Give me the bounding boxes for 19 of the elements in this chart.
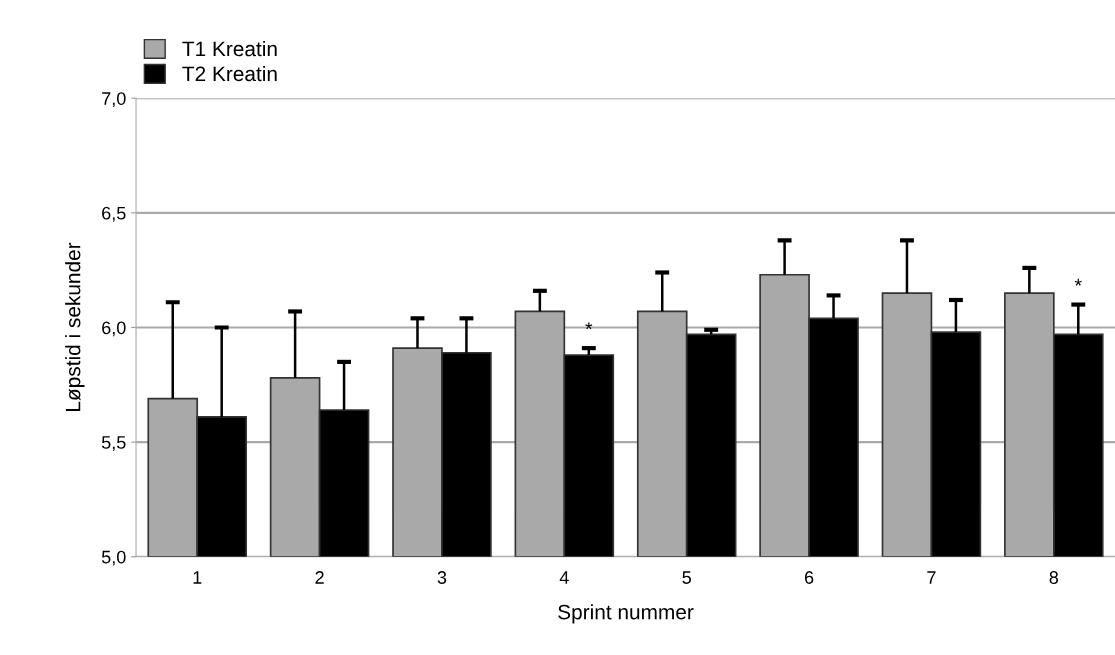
data-label: *	[1074, 278, 1082, 286]
y-tick-label: 5,0	[101, 550, 126, 566]
x-tick-label: 6	[804, 571, 814, 584]
x-tick-label: 3	[437, 571, 447, 584]
y-tick-label: 7,0	[102, 92, 126, 108]
legend-label: T2 Kreatin	[182, 65, 277, 82]
x-tick-label: 1	[193, 571, 202, 584]
x-tick-label: 7	[927, 571, 936, 584]
y-tick-label: 5,5	[101, 436, 126, 451]
x-tick-label: 8	[1049, 571, 1059, 584]
y-tick-label: 6,5	[102, 206, 126, 222]
y-axis-title: Løpstid i sekunder	[65, 242, 85, 411]
x-tick-label: 5	[682, 571, 691, 584]
y-tick-label: 6,0	[102, 321, 126, 337]
x-tick-label: 4	[559, 571, 569, 584]
legend-label: T1 Kreatin	[182, 40, 277, 57]
data-label: *	[585, 322, 593, 330]
x-tick-label: 2	[315, 571, 324, 584]
x-axis-title: Sprint nummer	[558, 604, 694, 624]
